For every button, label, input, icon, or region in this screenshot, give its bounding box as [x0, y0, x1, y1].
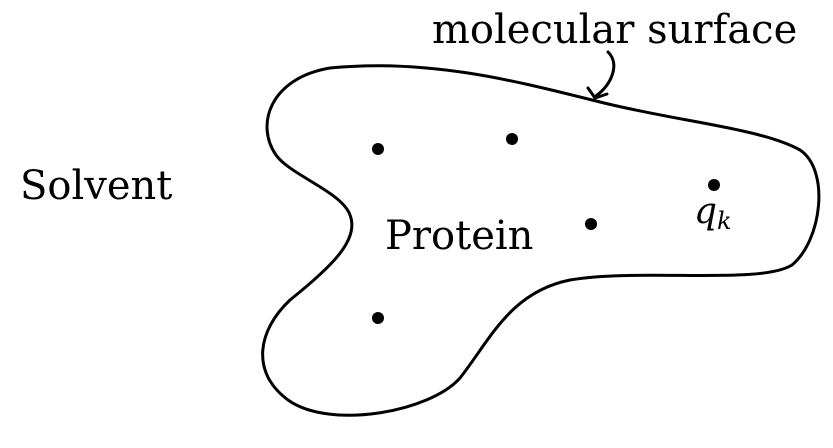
charge-qk-label: qk — [694, 191, 732, 235]
charge-1-dot — [372, 143, 384, 155]
charge-4-dot — [372, 312, 384, 324]
surface-pointer-arrowhead — [586, 86, 609, 100]
molecular-surface-label: molecular surface — [432, 7, 798, 53]
surface-pointer-arrow — [594, 50, 616, 98]
charge-3-dot — [585, 218, 597, 230]
charge-symbol: q — [694, 191, 718, 232]
solvent-label: Solvent — [20, 163, 173, 209]
molecular-surface-outline — [261, 64, 821, 417]
charge-2-dot — [506, 133, 518, 145]
protein-label: Protein — [385, 213, 534, 259]
charge-k-dot — [708, 179, 720, 191]
charge-subscript: k — [717, 207, 732, 235]
